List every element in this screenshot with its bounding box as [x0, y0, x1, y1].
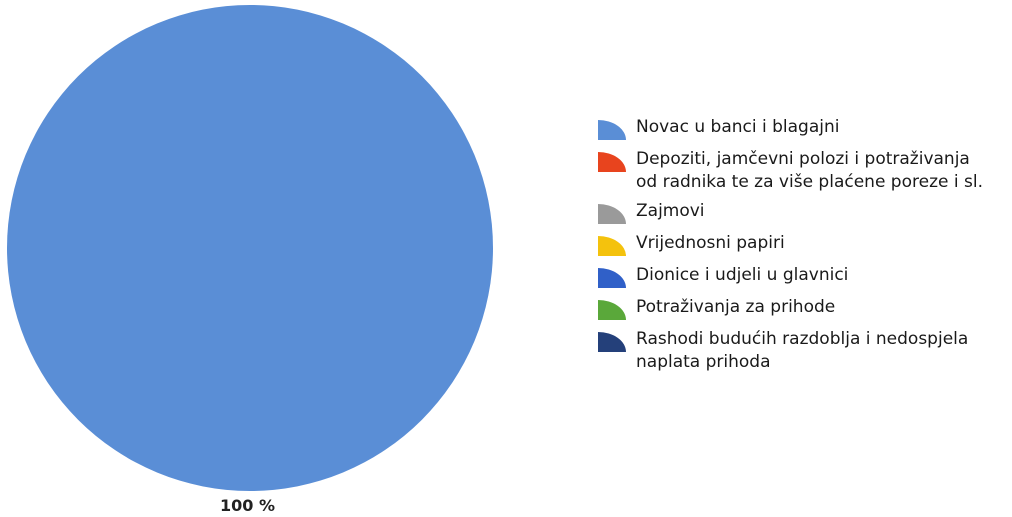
legend-item: Rashodi budućih razdoblja i nedospjela n…: [594, 328, 1004, 374]
legend-item: Dionice i udjeli u glavnici: [594, 264, 1004, 290]
legend-label: Zajmovi: [636, 201, 705, 221]
legend-label: Depoziti, jamčevni polozi i potraživanja…: [636, 149, 983, 192]
legend-item: Vrijednosni papiri: [594, 232, 1004, 258]
legend-swatch: [598, 300, 626, 320]
legend-label: Potraživanja za prihode: [636, 297, 836, 317]
legend-swatch: [598, 268, 626, 288]
legend-swatch: [598, 332, 626, 352]
data-label-100: 100 %: [220, 496, 275, 515]
pie-slice-novac: [7, 5, 493, 491]
legend-label: Vrijednosni papiri: [636, 233, 785, 253]
legend-label: Novac u banci i blagajni: [636, 117, 840, 137]
legend-swatch: [598, 236, 626, 256]
legend: Novac u banci i blagajni Depoziti, jamčev…: [594, 116, 1004, 380]
legend-label: Rashodi budućih razdoblja i nedospjela n…: [636, 329, 969, 372]
legend-label: Dionice i udjeli u glavnici: [636, 265, 849, 285]
legend-item: Novac u banci i blagajni: [594, 116, 1004, 142]
legend-swatch: [598, 120, 626, 140]
legend-item: Zajmovi: [594, 200, 1004, 226]
legend-swatch: [598, 152, 626, 172]
legend-swatch: [598, 204, 626, 224]
legend-item: Depoziti, jamčevni polozi i potraživanja…: [594, 148, 1004, 194]
legend-item: Potraživanja za prihode: [594, 296, 1004, 322]
